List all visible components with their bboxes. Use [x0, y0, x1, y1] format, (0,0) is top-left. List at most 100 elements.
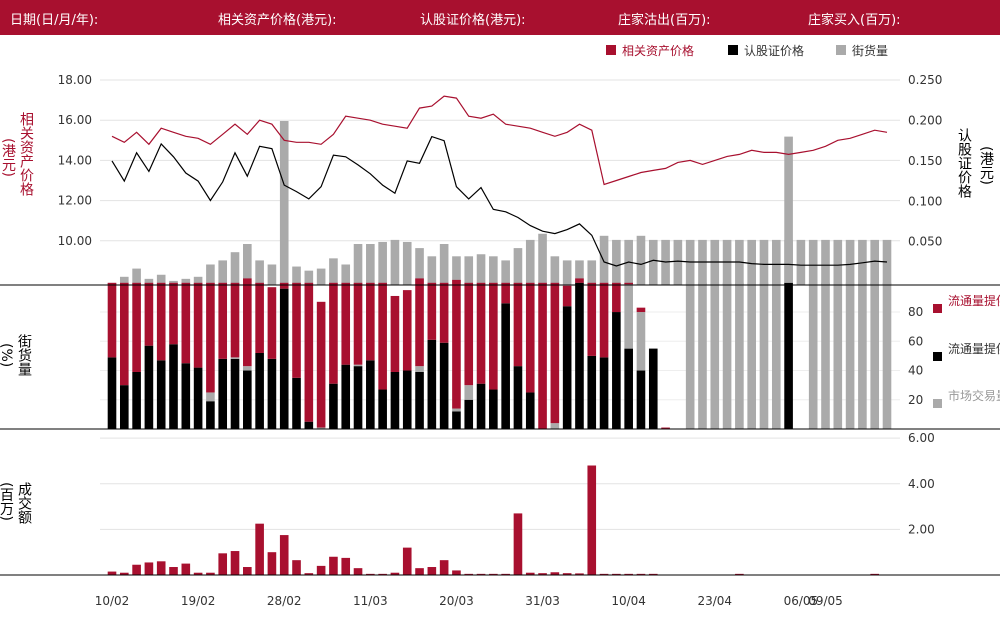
turnover-bar	[279, 535, 289, 575]
turnover-bar	[119, 572, 129, 575]
flow-sold-bar	[587, 282, 597, 356]
turnover-bar	[366, 573, 375, 575]
turnover-bar	[156, 561, 166, 575]
flow-bought-bar	[243, 370, 252, 429]
flow-market-bar	[771, 282, 781, 429]
flow-sold-bar	[218, 282, 228, 359]
turnover-bar	[525, 572, 535, 575]
underlying-tick-label: 14.00	[58, 153, 92, 167]
flow-bought-bar	[144, 345, 154, 429]
flow-sold-bar	[107, 282, 117, 358]
turnover-bar	[452, 570, 461, 575]
turnover-bar	[476, 573, 486, 575]
flow-market-bar	[243, 366, 252, 371]
turnover-axis-unit: (百万)	[0, 482, 14, 521]
flow-market-bar	[710, 282, 720, 429]
outstanding-bar	[181, 278, 191, 285]
flow-sold-bar	[267, 287, 277, 359]
turnover-bar	[267, 552, 277, 575]
legend-swatch-underlying	[606, 45, 616, 55]
flow-legend-market: 市场交易量	[948, 388, 1000, 403]
flow-sold-bar	[501, 282, 510, 304]
outstanding-bar	[525, 239, 535, 285]
warrant-tick-label: 0.050	[908, 235, 942, 249]
date-tick-label: 31/03	[525, 594, 560, 608]
flow-sold-bar	[366, 282, 375, 361]
flow-legend-swatch-market	[933, 399, 942, 408]
maker-sold-label: 庄家沽出(百万):	[618, 13, 711, 28]
flow-market-bar	[353, 364, 363, 367]
outstanding-bar	[808, 239, 818, 285]
date-tick-label: 28/02	[267, 594, 302, 608]
flow-market-bar	[685, 282, 695, 429]
flow-market-bar	[722, 282, 732, 429]
flow-bought-bar	[107, 357, 117, 429]
underlying-tick-label: 12.00	[58, 194, 92, 208]
flow-market-bar	[833, 282, 843, 429]
date-tick-label: 19/02	[181, 594, 216, 608]
info-header: 日期(日/月/年): 相关资产价格(港元): 认股证价格(港元): 庄家沽出(百…	[0, 0, 1000, 35]
warrant-tick-label: 0.250	[908, 73, 942, 87]
flow-bought-bar	[119, 385, 129, 429]
warrant-tick-label: 0.100	[908, 194, 942, 208]
outstanding-bar	[538, 233, 547, 285]
flow-market-bar	[747, 282, 756, 429]
turnover-axis-label: 成交额	[16, 482, 32, 524]
flow-sold-bar	[439, 282, 449, 343]
outstanding-bar	[353, 244, 363, 285]
outstanding-bar	[673, 239, 683, 285]
flow-bought-bar	[267, 358, 277, 429]
outstanding-bar	[513, 248, 523, 285]
flow-bought-bar	[390, 371, 400, 429]
legend-warrant: 认股证价格	[744, 43, 804, 58]
outstanding-bar	[193, 276, 203, 285]
flow-bought-bar	[415, 371, 424, 429]
flow-market-bar	[698, 282, 707, 429]
flow-tick-label: 20	[908, 393, 923, 407]
flow-sold-bar	[279, 282, 289, 289]
legend-swatch-warrant	[728, 45, 738, 55]
flow-sold-bar	[550, 282, 560, 424]
flow-sold-bar	[452, 279, 461, 409]
flow-market-bar	[206, 392, 215, 402]
turnover-bar	[648, 573, 658, 575]
flow-tick-label: 80	[908, 305, 923, 319]
date-label: 日期(日/月/年):	[10, 13, 99, 28]
flow-sold-bar	[193, 282, 203, 368]
outstanding-bar	[230, 252, 240, 285]
flow-market-bar	[415, 366, 424, 372]
outstanding-bar	[550, 256, 560, 285]
flow-sold-bar	[464, 282, 474, 386]
turnover-bar	[341, 557, 351, 575]
turnover-bar	[489, 573, 498, 575]
flow-sold-bar	[144, 282, 154, 346]
flow-bought-bar	[230, 358, 240, 429]
flow-sold-bar	[292, 282, 301, 378]
outstanding-bar	[341, 264, 351, 285]
warrant-tick-label: 0.200	[908, 113, 942, 127]
outstanding-bar	[267, 264, 277, 285]
flow-bought-bar	[624, 348, 633, 429]
flow-bought-bar	[612, 312, 621, 429]
outstanding-bar	[636, 235, 646, 285]
flow-tick-label: 40	[908, 364, 923, 378]
turnover-bar	[206, 572, 215, 575]
flow-bought-bar	[513, 366, 523, 429]
flow-market-bar	[858, 282, 867, 429]
outstanding-bar	[390, 239, 400, 285]
outstanding-bar	[833, 239, 843, 285]
turnover-tick-label: 4.00	[908, 477, 935, 491]
flow-bought-bar	[206, 401, 215, 429]
flow-tick-label: 60	[908, 334, 923, 348]
outstanding-bar	[747, 239, 756, 285]
flow-bought-bar	[587, 355, 597, 429]
flow-market-bar	[759, 282, 769, 429]
outstanding-bar	[119, 276, 129, 285]
flow-legend: 流通量提供者沽出 流通量提供者买入 市场交易量	[933, 293, 1000, 408]
date-tick-label: 06/05	[784, 594, 819, 608]
flow-sold-bar	[169, 282, 178, 345]
turnover-bar	[501, 573, 510, 575]
outstanding-bar	[378, 241, 387, 285]
price-legend: 相关资产价格 认股证价格 街货量	[606, 43, 888, 58]
outstanding-bar	[415, 248, 424, 285]
